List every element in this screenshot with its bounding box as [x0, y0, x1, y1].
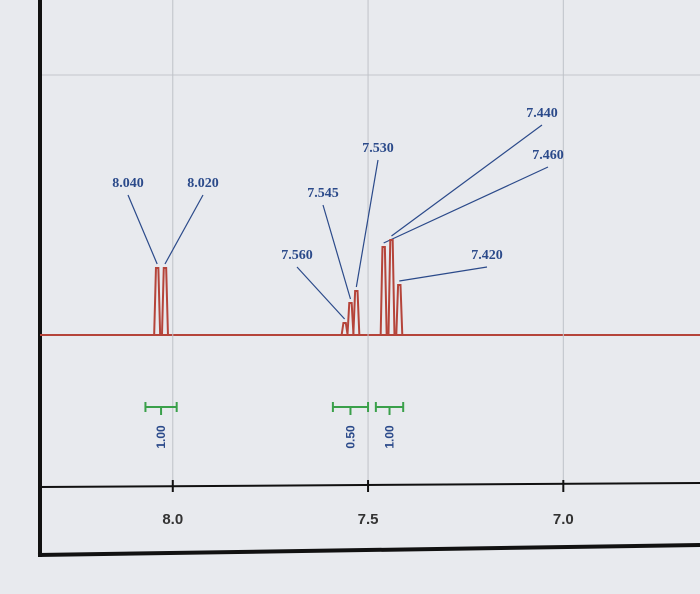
peak [160, 267, 169, 336]
leader-line [355, 159, 379, 288]
integral-bracket [374, 402, 405, 415]
x-axis [39, 482, 700, 488]
peak [340, 322, 349, 336]
leader-line [127, 194, 158, 265]
integral-bracket [331, 402, 370, 415]
leader-line [383, 166, 549, 244]
x-tick-label: 8.0 [162, 511, 183, 528]
leader-line [164, 194, 204, 265]
integral-label: 0.50 [343, 425, 357, 449]
leader-line [296, 266, 346, 320]
integral-label: 1.00 [383, 425, 397, 449]
peak-label: 7.420 [471, 248, 503, 263]
x-tick-label: 7.5 [358, 511, 379, 528]
peak [395, 284, 404, 336]
peak [352, 290, 361, 336]
x-tick-label: 7.0 [553, 511, 574, 528]
frame-bottom [37, 543, 700, 557]
peak [387, 239, 396, 336]
peak-label: 7.530 [362, 141, 394, 156]
peak [153, 267, 162, 336]
peak [379, 246, 388, 336]
peak-label: 8.040 [112, 176, 144, 191]
peak-label: 8.020 [187, 176, 219, 191]
peak-label: 7.545 [307, 186, 339, 201]
leader-line [399, 266, 488, 282]
peak-label: 7.560 [281, 248, 313, 263]
peak-label: 7.440 [526, 106, 558, 121]
peak-label: 7.460 [532, 148, 564, 163]
leader-line [391, 124, 543, 237]
peak [346, 302, 355, 336]
leader-line [322, 204, 352, 300]
integral-bracket [144, 402, 178, 415]
integral-label: 1.00 [154, 425, 168, 449]
